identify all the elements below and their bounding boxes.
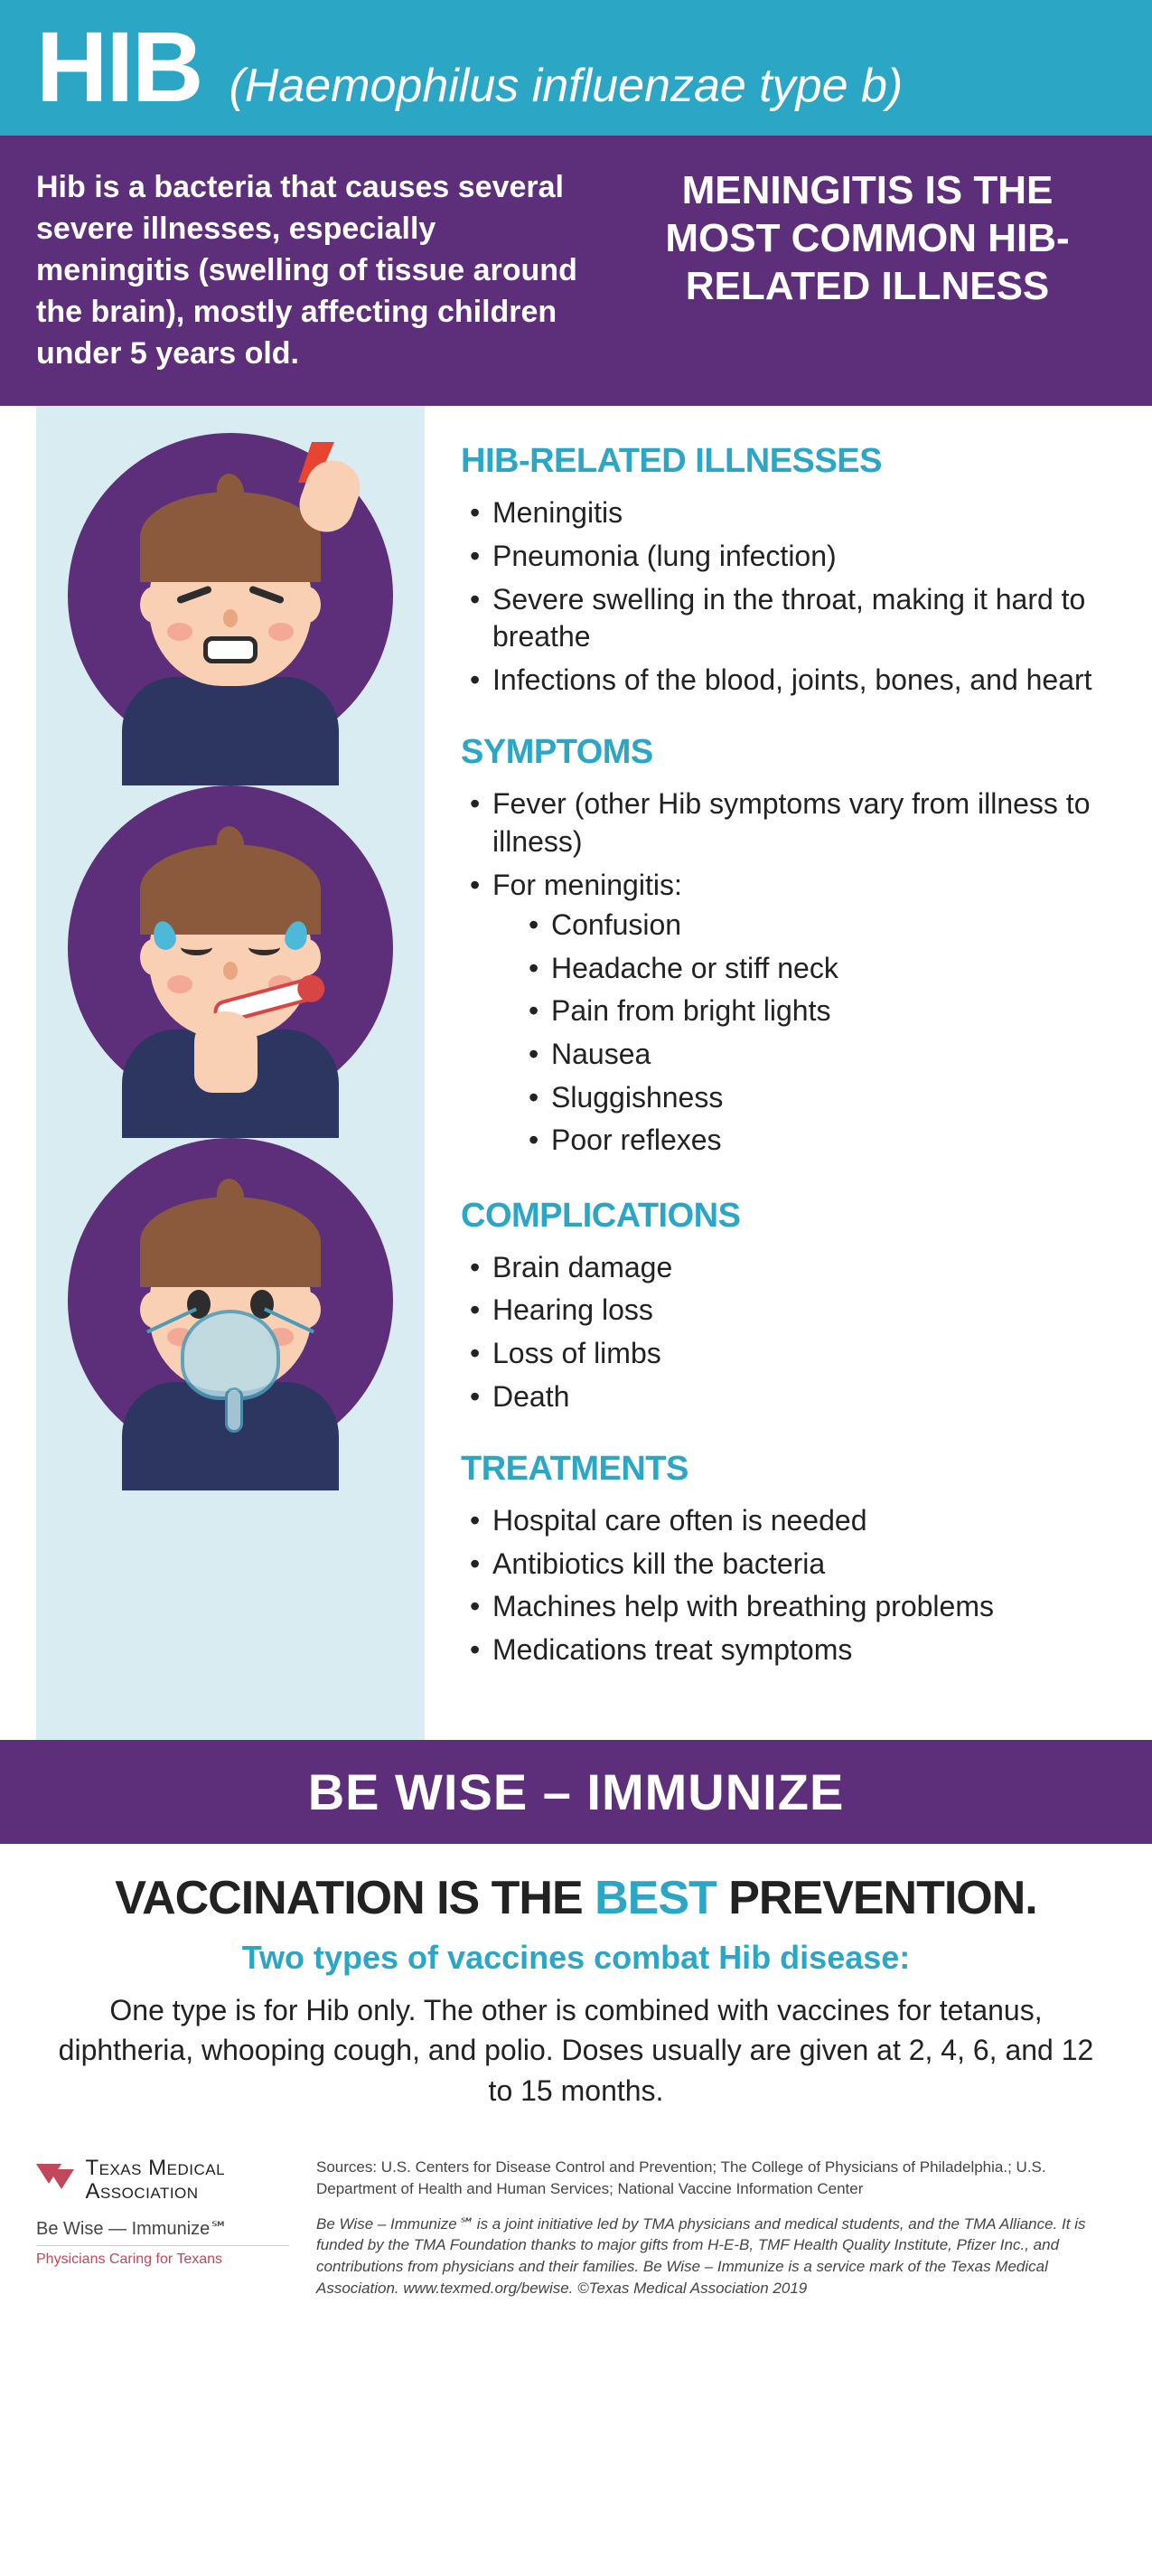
meningitis-sublist: Confusion Headache or stiff neck Pain fr… <box>520 904 1107 1162</box>
org-name-line1: Texas Medical <box>85 2157 225 2180</box>
list-item: Poor reflexes <box>520 1119 1107 1162</box>
list-item: Meningitis <box>461 492 1107 535</box>
org-name-line2: Association <box>85 2180 225 2204</box>
headache-illustration <box>68 433 393 758</box>
illustration-column <box>36 406 425 1739</box>
footer-tagline-2: Physicians Caring for Texans <box>36 2252 289 2268</box>
symptoms-list: Fever (other Hib symptoms vary from illn… <box>461 783 1107 1164</box>
intro-block: Hib is a bacteria that causes several se… <box>0 136 1152 406</box>
list-item: Death <box>461 1376 1107 1419</box>
list-item: Loss of limbs <box>461 1332 1107 1376</box>
prevention-title: VACCINATION IS THE BEST PREVENTION. <box>54 1871 1098 1925</box>
list-item: Confusion <box>520 904 1107 947</box>
footer-logo-block: Texas Medical Association Be Wise — Immu… <box>36 2157 289 2268</box>
prevention-title-pre: VACCINATION IS THE <box>115 1872 595 1924</box>
footer-tagline-1: Be Wise — Immunize℠ <box>36 2217 289 2246</box>
prevention-section: VACCINATION IS THE BEST PREVENTION. Two … <box>0 1844 1152 2139</box>
list-item: Pneumonia (lung infection) <box>461 535 1107 578</box>
list-item: Headache or stiff neck <box>520 947 1107 991</box>
tma-logo-icon <box>36 2157 74 2195</box>
infographic-container: HIB (Haemophilus influenzae type b) Hib … <box>0 0 1152 2336</box>
intro-headline: MENINGITIS IS THE MOST COMMON HIB-RELATE… <box>619 167 1116 374</box>
illnesses-list: Meningitis Pneumonia (lung infection) Se… <box>461 492 1107 701</box>
main-content: HIB-RELATED ILLNESSES Meningitis Pneumon… <box>0 406 1152 1739</box>
treatments-list: Hospital care often is needed Antibiotic… <box>461 1500 1107 1671</box>
prevention-title-highlight: BEST <box>595 1872 716 1924</box>
list-item: Medications treat symptoms <box>461 1629 1107 1672</box>
immunize-banner: BE WISE – IMMUNIZE <box>0 1740 1152 1844</box>
text-content-column: HIB-RELATED ILLNESSES Meningitis Pneumon… <box>425 406 1152 1739</box>
complications-heading: COMPLICATIONS <box>461 1197 1107 1236</box>
fever-illustration <box>68 785 393 1111</box>
list-item: For meningitis: Confusion Headache or st… <box>461 864 1107 1165</box>
footer: Texas Medical Association Be Wise — Immu… <box>0 2139 1152 2336</box>
list-item: Antibiotics kill the bacteria <box>461 1543 1107 1586</box>
footer-text-block: Sources: U.S. Centers for Disease Contro… <box>316 2157 1116 2299</box>
prevention-text: One type is for Hib only. The other is c… <box>54 1990 1098 2111</box>
footer-disclaimer: Be Wise – Immunize℠ is a joint initiativ… <box>316 2214 1116 2299</box>
illnesses-heading: HIB-RELATED ILLNESSES <box>461 442 1107 481</box>
breathing-mask-illustration <box>68 1138 393 1463</box>
list-item: Hearing loss <box>461 1289 1107 1332</box>
treatments-heading: TREATMENTS <box>461 1450 1107 1489</box>
list-item: Pain from bright lights <box>520 990 1107 1033</box>
header-subtitle: (Haemophilus influenzae type b) <box>229 59 903 113</box>
complications-list: Brain damage Hearing loss Loss of limbs … <box>461 1246 1107 1418</box>
sublist-lead: For meningitis: <box>492 869 682 901</box>
intro-description: Hib is a bacteria that causes several se… <box>36 167 583 374</box>
list-item: Fever (other Hib symptoms vary from illn… <box>461 783 1107 863</box>
header-title: HIB <box>36 18 201 118</box>
list-item: Sluggishness <box>520 1076 1107 1120</box>
footer-sources: Sources: U.S. Centers for Disease Contro… <box>316 2157 1116 2200</box>
list-item: Machines help with breathing problems <box>461 1585 1107 1629</box>
symptoms-heading: SYMPTOMS <box>461 733 1107 772</box>
list-item: Infections of the blood, joints, bones, … <box>461 659 1107 702</box>
prevention-subtitle: Two types of vaccines combat Hib disease… <box>54 1939 1098 1977</box>
list-item: Hospital care often is needed <box>461 1500 1107 1543</box>
list-item: Nausea <box>520 1033 1107 1076</box>
list-item: Brain damage <box>461 1246 1107 1290</box>
header-bar: HIB (Haemophilus influenzae type b) <box>0 0 1152 136</box>
list-item: Severe swelling in the throat, making it… <box>461 578 1107 659</box>
prevention-title-post: PREVENTION. <box>716 1872 1037 1924</box>
oxygen-mask-icon <box>181 1310 280 1400</box>
